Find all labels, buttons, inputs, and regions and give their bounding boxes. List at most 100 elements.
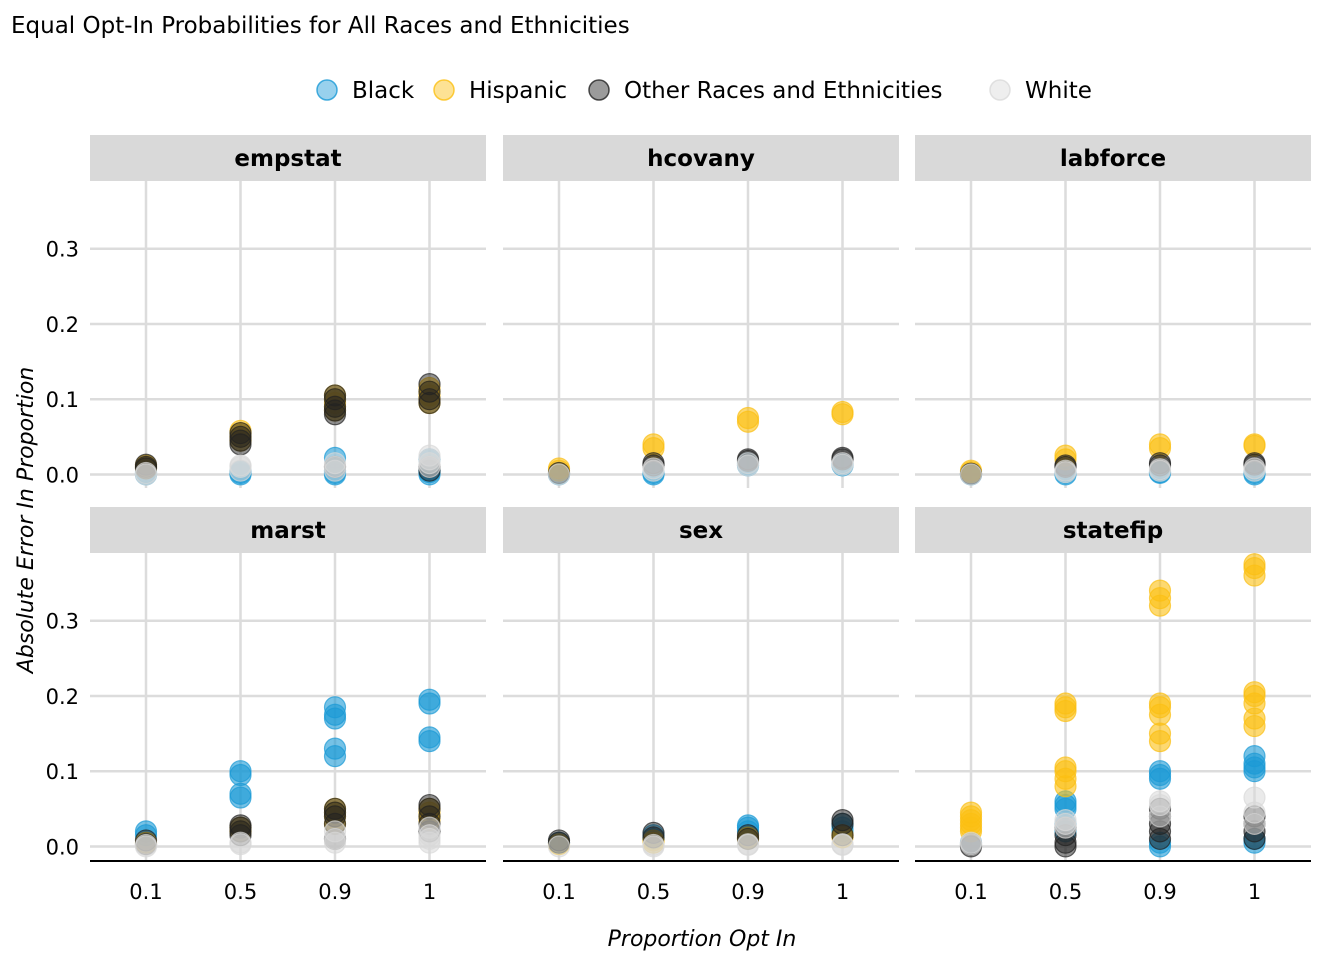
data-point-black: [323, 737, 347, 760]
y-tick-label: 0.0: [46, 835, 79, 859]
data-point-hispanic: [1243, 681, 1266, 704]
y-tick-label: 0.3: [46, 610, 79, 634]
data-point-other: [323, 801, 347, 824]
data-point-white: [323, 820, 347, 843]
data-point-hispanic: [831, 400, 854, 424]
data-point-hispanic: [1054, 692, 1077, 715]
data-point-white: [1054, 461, 1077, 484]
legend-label-3: White: [1025, 78, 1092, 104]
data-point-white: [736, 833, 760, 856]
chart-title: Equal Opt-In Probabilities for All Races…: [11, 13, 630, 39]
y-tick-label: 0.3: [46, 238, 79, 262]
data-point-white: [736, 454, 760, 477]
data-point-hispanic: [642, 433, 665, 456]
data-point-hispanic: [1243, 433, 1266, 456]
x-tick-label: 0.9: [318, 880, 351, 904]
data-point-white: [642, 457, 665, 480]
data-point-black: [229, 786, 252, 809]
panel-strip-label: statefip: [1063, 518, 1163, 544]
data-point-white: [547, 463, 571, 486]
data-point-white: [1148, 790, 1172, 813]
data-point-hispanic: [736, 406, 760, 430]
data-point-other: [831, 812, 854, 835]
data-point-black: [323, 696, 347, 719]
panel-strip-label: labforce: [1060, 146, 1166, 172]
data-point-black: [229, 760, 252, 783]
data-point-white: [1054, 809, 1077, 832]
panel-strip-label: hcovany: [647, 146, 755, 172]
data-point-white: [547, 835, 571, 858]
data-point-other: [229, 433, 252, 456]
x-tick-label: 0.9: [731, 880, 764, 904]
panel-marst: marst 0.0 0.1 0.2 0.3 0.1 0.5 0.9 1: [46, 507, 486, 904]
x-axis-label: Proportion Opt In: [608, 927, 797, 952]
data-point-white: [831, 833, 854, 857]
x-tick-label: 0.5: [224, 880, 257, 904]
data-point-white: [1243, 457, 1266, 480]
data-point-white: [134, 833, 158, 857]
data-point-hispanic: [1243, 553, 1266, 576]
data-point-white: [418, 824, 441, 847]
data-point-hispanic: [1148, 579, 1172, 602]
legend-label-0: Black: [352, 78, 415, 104]
data-point-black: [418, 688, 441, 711]
panel-strip: [915, 135, 1311, 181]
data-point-other: [323, 399, 347, 422]
x-tick-label: 0.5: [1049, 880, 1082, 904]
data-point-white: [1148, 458, 1172, 481]
data-point-white: [642, 833, 665, 857]
x-tick-label: 0.1: [954, 880, 987, 904]
legend-label-1: Hispanic: [469, 78, 567, 104]
data-point-other: [418, 373, 441, 396]
x-tick-label: 1: [1248, 880, 1261, 904]
y-tick-label: 0.1: [46, 388, 79, 412]
panel-strip-label: marst: [250, 518, 326, 544]
x-tick-label: 1: [836, 880, 849, 904]
data-point-black: [1243, 745, 1266, 768]
panel-strip: [915, 507, 1311, 553]
data-point-white: [418, 452, 441, 475]
data-point-white: [1243, 786, 1266, 809]
x-tick-label: 0.1: [542, 880, 575, 904]
panel-hcovany: hcovany: [503, 135, 899, 488]
data-point-other: [418, 391, 441, 415]
data-point-hispanic: [1148, 722, 1172, 745]
data-point-hispanic: [1054, 756, 1077, 779]
panel-labforce: labforce: [915, 135, 1311, 488]
data-point-black: [418, 726, 441, 749]
data-point-white: [959, 463, 983, 486]
facet-panels: empstat 0.0 0.1 0.2 0.3 hcovany labforce marst 0…: [46, 135, 1311, 904]
panel-strip-label: sex: [679, 518, 723, 544]
y-axis-label: Absolute Error In Proportion: [14, 367, 39, 675]
data-point-white: [831, 453, 854, 476]
legend-key-1: [433, 79, 455, 101]
legend-key-2: [588, 79, 610, 101]
panel-empstat: empstat 0.0 0.1 0.2 0.3: [46, 135, 486, 488]
y-tick-label: 0.0: [46, 463, 79, 487]
y-tick-label: 0.1: [46, 760, 79, 784]
legend-key-3: [989, 79, 1011, 101]
x-tick-label: 0.1: [129, 880, 162, 904]
panel-sex: sex 0.1 0.5 0.9 1: [503, 507, 899, 904]
data-point-white: [229, 831, 252, 854]
data-point-white: [229, 454, 252, 477]
legend: Black Hispanic Other Races and Ethnicities…: [316, 78, 1092, 104]
x-tick-label: 0.5: [637, 880, 670, 904]
data-point-white: [959, 831, 983, 854]
panel-strip-label: empstat: [234, 146, 341, 172]
data-point-white: [134, 461, 158, 485]
data-point-other: [418, 793, 441, 817]
y-tick-label: 0.2: [46, 313, 79, 337]
x-tick-label: 0.9: [1143, 880, 1176, 904]
panel-strip: [503, 507, 899, 553]
panel-strip: [90, 507, 486, 553]
legend-key-0: [316, 79, 338, 101]
panel-strip: [90, 135, 486, 181]
data-point-hispanic: [1148, 692, 1172, 715]
data-point-white: [323, 452, 347, 475]
panel-strip: [503, 135, 899, 181]
panel-statefip: statefip 0.1 0.5 0.9 1: [915, 507, 1311, 904]
data-point-black: [1148, 760, 1172, 783]
y-tick-label: 0.2: [46, 685, 79, 709]
